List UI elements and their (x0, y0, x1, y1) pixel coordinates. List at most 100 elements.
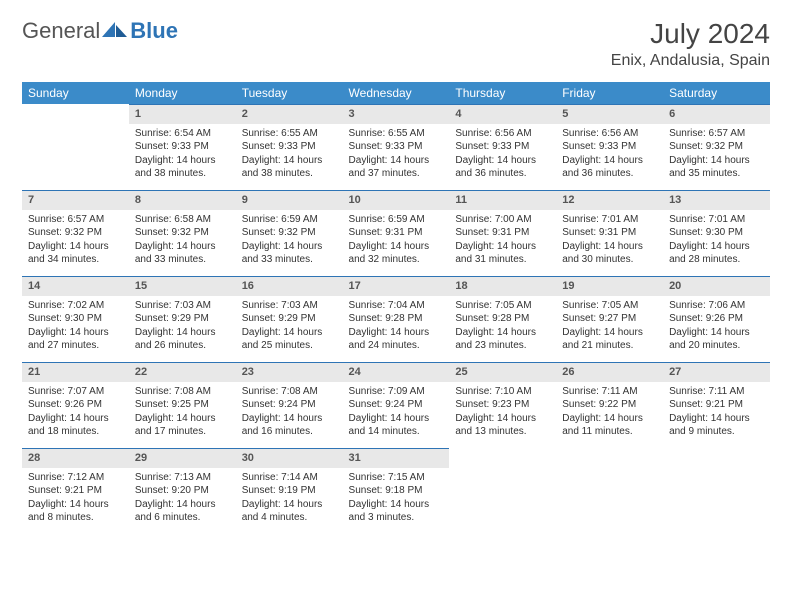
calendar-cell: 17Sunrise: 7:04 AMSunset: 9:28 PMDayligh… (343, 276, 450, 362)
calendar-week: 14Sunrise: 7:02 AMSunset: 9:30 PMDayligh… (22, 276, 770, 362)
day-number: 27 (663, 362, 770, 382)
day-number: 6 (663, 104, 770, 124)
sunset-text: Sunset: 9:24 PM (349, 398, 444, 412)
calendar-cell: 22Sunrise: 7:08 AMSunset: 9:25 PMDayligh… (129, 362, 236, 448)
sunrise-text: Sunrise: 7:04 AM (349, 299, 444, 313)
day-number: 9 (236, 190, 343, 210)
day-body: Sunrise: 7:02 AMSunset: 9:30 PMDaylight:… (22, 296, 129, 357)
day-body: Sunrise: 7:03 AMSunset: 9:29 PMDaylight:… (236, 296, 343, 357)
brand-logo: General Blue (22, 18, 178, 44)
weekday-header: Wednesday (343, 82, 450, 104)
day-body: Sunrise: 7:04 AMSunset: 9:28 PMDaylight:… (343, 296, 450, 357)
day-body: Sunrise: 7:01 AMSunset: 9:30 PMDaylight:… (663, 210, 770, 271)
calendar-cell: 6Sunrise: 6:57 AMSunset: 9:32 PMDaylight… (663, 104, 770, 190)
day-body: Sunrise: 6:59 AMSunset: 9:32 PMDaylight:… (236, 210, 343, 271)
day-number: 8 (129, 190, 236, 210)
daylight-text: Daylight: 14 hours and 26 minutes. (135, 326, 230, 353)
daylight-text: Daylight: 14 hours and 38 minutes. (135, 154, 230, 181)
day-number: 25 (449, 362, 556, 382)
calendar-week: 1Sunrise: 6:54 AMSunset: 9:33 PMDaylight… (22, 104, 770, 190)
calendar-table: SundayMondayTuesdayWednesdayThursdayFrid… (22, 82, 770, 534)
sunset-text: Sunset: 9:26 PM (28, 398, 123, 412)
day-body: Sunrise: 6:54 AMSunset: 9:33 PMDaylight:… (129, 124, 236, 185)
day-number: 31 (343, 448, 450, 468)
sunrise-text: Sunrise: 7:14 AM (242, 471, 337, 485)
sunrise-text: Sunrise: 7:08 AM (135, 385, 230, 399)
sunrise-text: Sunrise: 7:07 AM (28, 385, 123, 399)
day-number: 3 (343, 104, 450, 124)
daylight-text: Daylight: 14 hours and 36 minutes. (455, 154, 550, 181)
sunrise-text: Sunrise: 7:01 AM (669, 213, 764, 227)
calendar-cell: 19Sunrise: 7:05 AMSunset: 9:27 PMDayligh… (556, 276, 663, 362)
daylight-text: Daylight: 14 hours and 37 minutes. (349, 154, 444, 181)
calendar-cell (449, 448, 556, 534)
sail-icon (102, 22, 128, 40)
day-body: Sunrise: 7:10 AMSunset: 9:23 PMDaylight:… (449, 382, 556, 443)
sunset-text: Sunset: 9:33 PM (562, 140, 657, 154)
calendar-cell: 29Sunrise: 7:13 AMSunset: 9:20 PMDayligh… (129, 448, 236, 534)
daylight-text: Daylight: 14 hours and 23 minutes. (455, 326, 550, 353)
day-body: Sunrise: 7:08 AMSunset: 9:25 PMDaylight:… (129, 382, 236, 443)
calendar-cell: 30Sunrise: 7:14 AMSunset: 9:19 PMDayligh… (236, 448, 343, 534)
calendar-cell: 18Sunrise: 7:05 AMSunset: 9:28 PMDayligh… (449, 276, 556, 362)
day-body: Sunrise: 7:07 AMSunset: 9:26 PMDaylight:… (22, 382, 129, 443)
sunset-text: Sunset: 9:30 PM (28, 312, 123, 326)
daylight-text: Daylight: 14 hours and 36 minutes. (562, 154, 657, 181)
page-header: General Blue July 2024 Enix, Andalusia, … (22, 18, 770, 70)
day-body: Sunrise: 7:00 AMSunset: 9:31 PMDaylight:… (449, 210, 556, 271)
sunset-text: Sunset: 9:22 PM (562, 398, 657, 412)
sunset-text: Sunset: 9:21 PM (669, 398, 764, 412)
day-body: Sunrise: 6:56 AMSunset: 9:33 PMDaylight:… (556, 124, 663, 185)
sunset-text: Sunset: 9:32 PM (669, 140, 764, 154)
calendar-cell: 25Sunrise: 7:10 AMSunset: 9:23 PMDayligh… (449, 362, 556, 448)
brand-part1: General (22, 18, 100, 44)
calendar-cell: 9Sunrise: 6:59 AMSunset: 9:32 PMDaylight… (236, 190, 343, 276)
daylight-text: Daylight: 14 hours and 21 minutes. (562, 326, 657, 353)
daylight-text: Daylight: 14 hours and 18 minutes. (28, 412, 123, 439)
calendar-cell: 5Sunrise: 6:56 AMSunset: 9:33 PMDaylight… (556, 104, 663, 190)
day-body: Sunrise: 7:05 AMSunset: 9:27 PMDaylight:… (556, 296, 663, 357)
sunrise-text: Sunrise: 6:57 AM (28, 213, 123, 227)
daylight-text: Daylight: 14 hours and 8 minutes. (28, 498, 123, 525)
calendar-cell: 24Sunrise: 7:09 AMSunset: 9:24 PMDayligh… (343, 362, 450, 448)
sunrise-text: Sunrise: 7:01 AM (562, 213, 657, 227)
day-body: Sunrise: 7:01 AMSunset: 9:31 PMDaylight:… (556, 210, 663, 271)
sunrise-text: Sunrise: 7:15 AM (349, 471, 444, 485)
day-number: 13 (663, 190, 770, 210)
calendar-cell: 14Sunrise: 7:02 AMSunset: 9:30 PMDayligh… (22, 276, 129, 362)
sunrise-text: Sunrise: 7:05 AM (562, 299, 657, 313)
daylight-text: Daylight: 14 hours and 14 minutes. (349, 412, 444, 439)
calendar-cell: 15Sunrise: 7:03 AMSunset: 9:29 PMDayligh… (129, 276, 236, 362)
daylight-text: Daylight: 14 hours and 35 minutes. (669, 154, 764, 181)
sunset-text: Sunset: 9:31 PM (349, 226, 444, 240)
sunset-text: Sunset: 9:20 PM (135, 484, 230, 498)
sunrise-text: Sunrise: 6:55 AM (349, 127, 444, 141)
sunset-text: Sunset: 9:25 PM (135, 398, 230, 412)
weekday-header: Thursday (449, 82, 556, 104)
sunrise-text: Sunrise: 6:55 AM (242, 127, 337, 141)
calendar-cell: 23Sunrise: 7:08 AMSunset: 9:24 PMDayligh… (236, 362, 343, 448)
calendar-cell (22, 104, 129, 190)
sunset-text: Sunset: 9:21 PM (28, 484, 123, 498)
day-body: Sunrise: 6:57 AMSunset: 9:32 PMDaylight:… (663, 124, 770, 185)
sunset-text: Sunset: 9:32 PM (28, 226, 123, 240)
calendar-body: 1Sunrise: 6:54 AMSunset: 9:33 PMDaylight… (22, 104, 770, 534)
sunrise-text: Sunrise: 6:59 AM (349, 213, 444, 227)
day-number: 26 (556, 362, 663, 382)
calendar-cell: 13Sunrise: 7:01 AMSunset: 9:30 PMDayligh… (663, 190, 770, 276)
day-number: 19 (556, 276, 663, 296)
day-body: Sunrise: 7:05 AMSunset: 9:28 PMDaylight:… (449, 296, 556, 357)
sunrise-text: Sunrise: 7:12 AM (28, 471, 123, 485)
day-number: 23 (236, 362, 343, 382)
sunset-text: Sunset: 9:29 PM (135, 312, 230, 326)
sunset-text: Sunset: 9:30 PM (669, 226, 764, 240)
calendar-cell: 4Sunrise: 6:56 AMSunset: 9:33 PMDaylight… (449, 104, 556, 190)
sunset-text: Sunset: 9:27 PM (562, 312, 657, 326)
day-body: Sunrise: 6:55 AMSunset: 9:33 PMDaylight:… (343, 124, 450, 185)
daylight-text: Daylight: 14 hours and 25 minutes. (242, 326, 337, 353)
sunset-text: Sunset: 9:24 PM (242, 398, 337, 412)
sunset-text: Sunset: 9:33 PM (455, 140, 550, 154)
daylight-text: Daylight: 14 hours and 11 minutes. (562, 412, 657, 439)
day-body: Sunrise: 7:11 AMSunset: 9:21 PMDaylight:… (663, 382, 770, 443)
calendar-cell: 7Sunrise: 6:57 AMSunset: 9:32 PMDaylight… (22, 190, 129, 276)
